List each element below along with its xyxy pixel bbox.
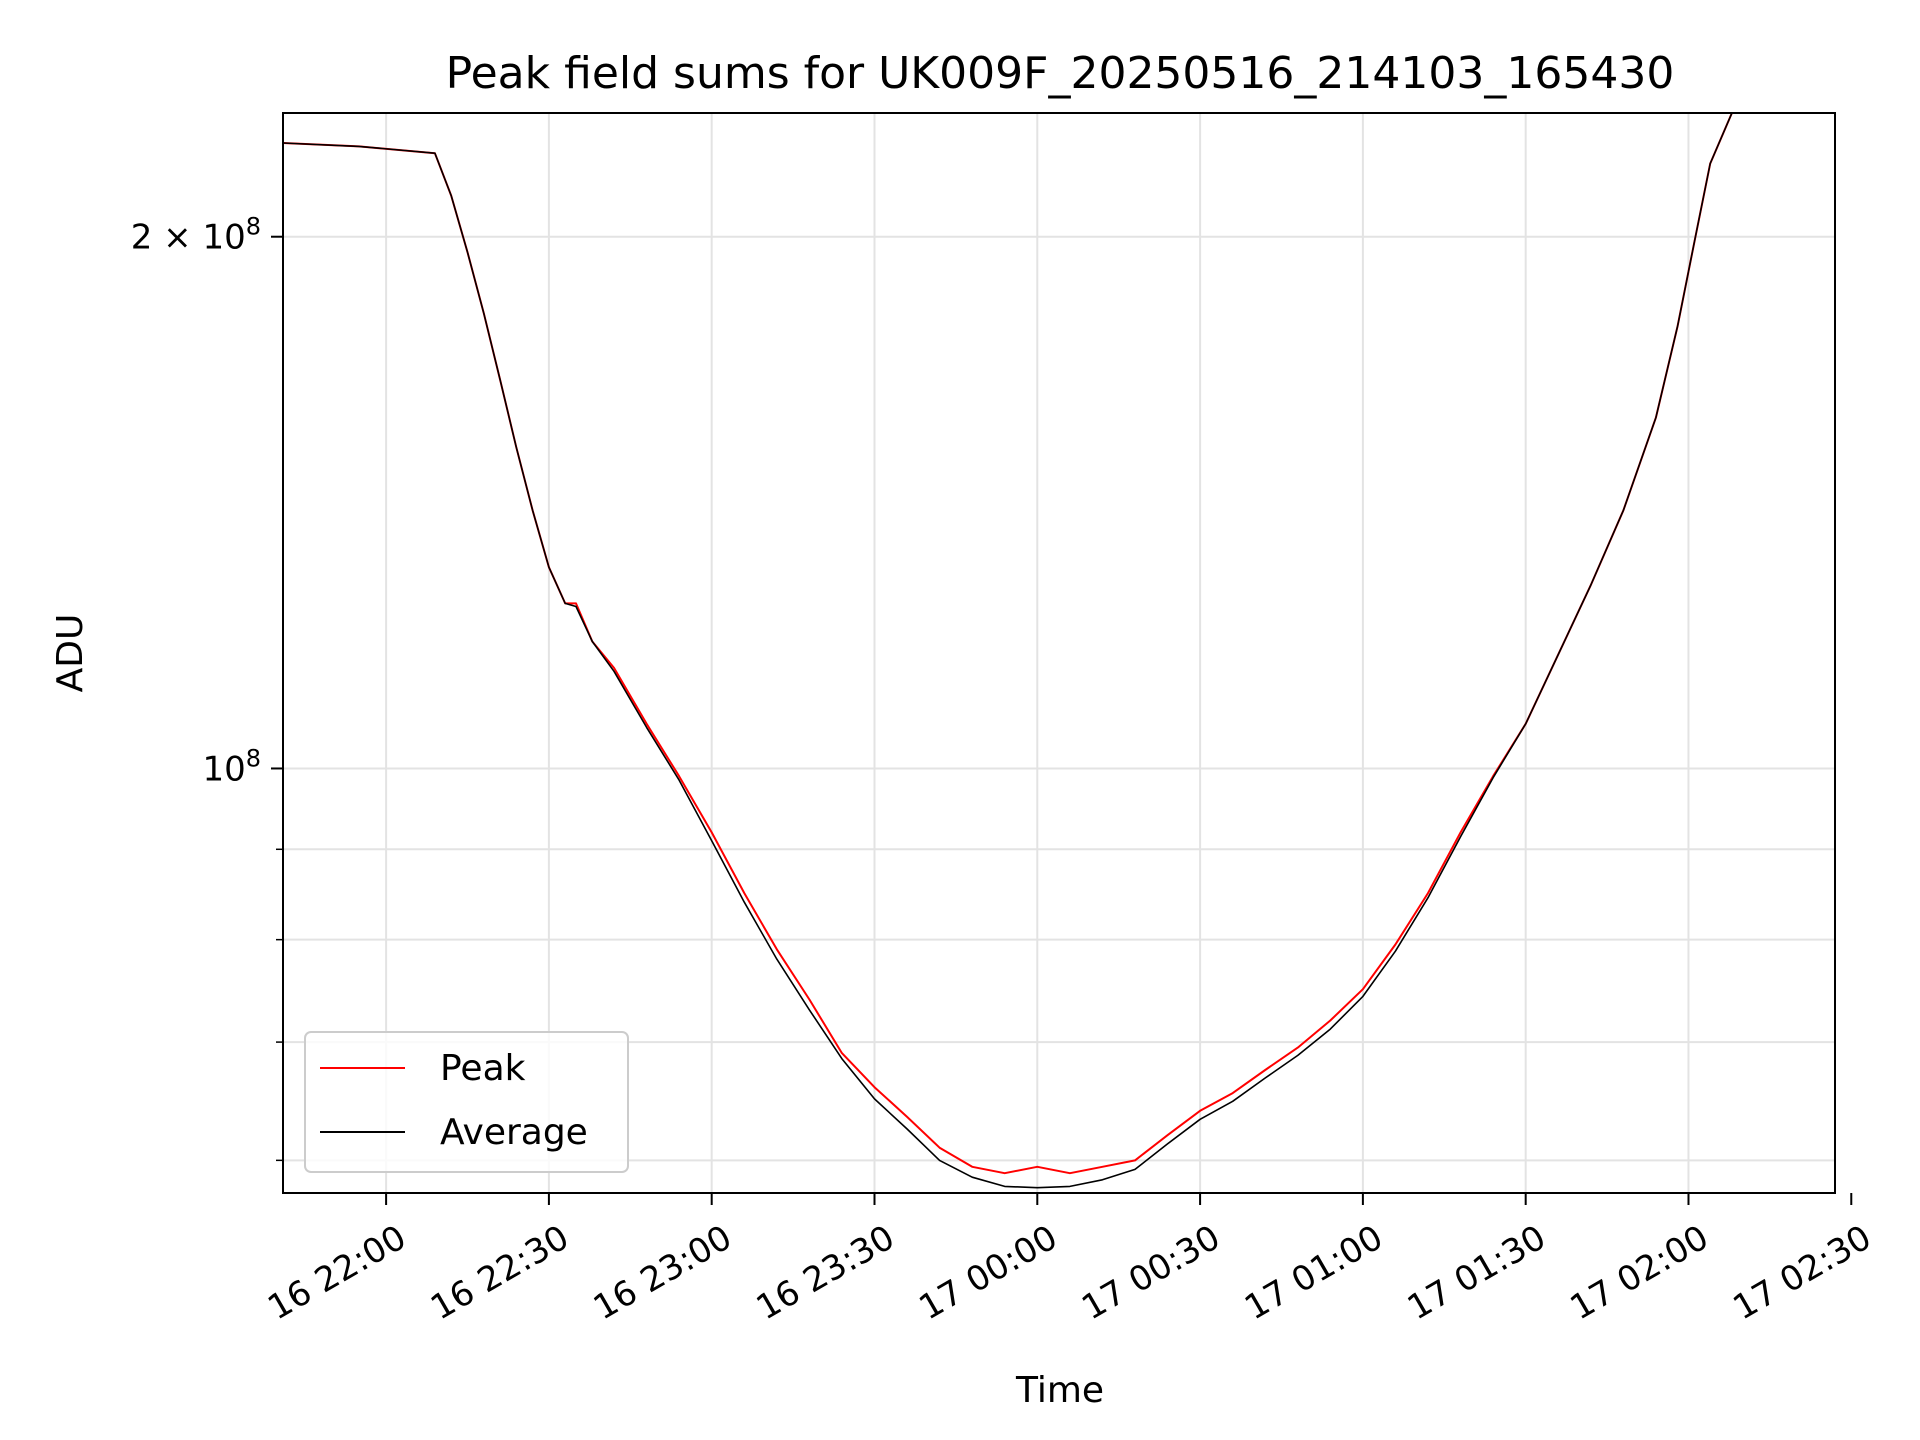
y-axis-label: ADU	[50, 614, 91, 693]
legend-label-average: Average	[440, 1112, 588, 1153]
plot-frame	[282, 112, 1836, 1194]
series-line-average	[283, 113, 1835, 1189]
legend: Peak Average	[304, 1031, 629, 1173]
legend-label-peak: Peak	[440, 1048, 526, 1089]
chart-title: Peak field sums for UK009F_20250516_2141…	[446, 48, 1675, 99]
y-tick-label: 108	[202, 744, 261, 789]
plot-series-group	[283, 113, 1835, 1189]
y-tick-label: 2 × 108	[131, 213, 261, 258]
y-axis: 108 2 × 108	[131, 213, 283, 1162]
x-axis-label: Time	[1015, 1370, 1104, 1411]
